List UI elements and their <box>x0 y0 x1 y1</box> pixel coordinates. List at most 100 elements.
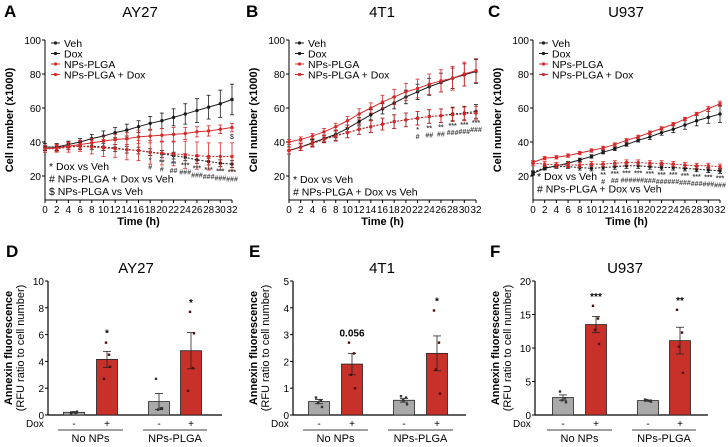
x-tick-label: 2 <box>542 205 548 216</box>
panel-label-e: E <box>249 242 260 261</box>
data-point <box>649 400 653 403</box>
data-point <box>230 125 234 130</box>
x-tick-label: 28 <box>203 205 214 216</box>
dox-sign: - <box>402 419 405 430</box>
significance-label: * <box>105 329 109 340</box>
legend-marker <box>297 62 302 66</box>
data-point <box>230 97 234 102</box>
data-point <box>334 134 338 138</box>
series-nps-plga-dox <box>531 159 722 170</box>
data-point <box>349 373 353 376</box>
significance-star: *** <box>181 163 189 170</box>
x-tick-label: 24 <box>668 205 679 216</box>
x-tick-label: 32 <box>227 205 238 216</box>
data-point <box>613 147 617 151</box>
panel-title-e: 4T1 <box>369 260 395 277</box>
x-tick-label: 8 <box>577 205 583 216</box>
significance-star: * <box>416 127 419 134</box>
significance-star: *** <box>704 175 712 182</box>
series-line <box>288 110 477 151</box>
legend-entry: NPs-PLGA <box>552 59 603 71</box>
x-tick-label: 6 <box>77 205 83 216</box>
data-point <box>310 134 315 138</box>
data-point <box>148 150 152 154</box>
bar-group: - <box>552 390 574 430</box>
y-axis-subtitle: (RFU ratio to cell number) <box>502 285 514 412</box>
data-point <box>718 112 722 116</box>
data-point <box>601 150 605 154</box>
data-point <box>136 135 141 139</box>
x-tick-label: 4 <box>66 205 72 216</box>
significance-label: ** <box>676 296 684 307</box>
legend-entry: NPs-PLGA <box>308 59 359 71</box>
data-point <box>450 113 455 117</box>
data-point <box>683 117 687 121</box>
data-point <box>230 154 234 159</box>
data-point <box>624 138 629 142</box>
y-tick-label: 10 <box>520 344 532 355</box>
data-point <box>415 116 420 120</box>
significance-star: *** <box>634 170 642 177</box>
group-label: NPs-PLGA <box>148 433 202 445</box>
y-tick-label: 20 <box>518 172 530 183</box>
data-point <box>558 390 562 393</box>
dox-sign: - <box>646 419 649 430</box>
data-point <box>404 118 408 122</box>
data-point <box>694 164 699 168</box>
data-point <box>287 140 291 144</box>
x-axis-title: Time (h) <box>361 216 404 228</box>
y-axis-title: Annexin fluorescence <box>248 291 260 405</box>
data-point <box>136 148 141 153</box>
legend-entry: Veh <box>308 38 326 50</box>
legend-marker <box>297 41 302 45</box>
data-point <box>681 371 685 374</box>
group-label: No NPs <box>72 433 110 445</box>
panel-label-b: B <box>246 2 258 21</box>
bar-chart-e: 0 1 2 3 4 5 Annexin fluorescence (RFU ratio to … <box>248 277 466 445</box>
data-point <box>405 403 409 406</box>
panel-title-c: U937 <box>608 4 644 21</box>
significance-star: *** <box>622 170 630 177</box>
y-axis-title: Cell number (x1000) <box>492 67 504 172</box>
data-point <box>369 125 373 129</box>
significance-label: 0.056 <box>339 329 364 340</box>
data-point <box>43 147 47 151</box>
y-tick-label: 0 <box>525 411 531 422</box>
data-point <box>636 160 640 165</box>
x-tick-label: 16 <box>377 205 388 216</box>
data-point <box>314 396 318 399</box>
y-tick-label: 10 <box>33 277 45 288</box>
x-tick-label: 24 <box>180 205 191 216</box>
data-point <box>427 82 431 86</box>
data-point <box>706 168 711 172</box>
x-tick-label: 18 <box>389 205 400 216</box>
legend-marker <box>541 51 546 56</box>
data-point <box>675 308 679 312</box>
y-tick-label: 100 <box>268 36 285 47</box>
data-point <box>415 86 420 91</box>
data-point <box>427 114 431 119</box>
y-axis-subtitle: (RFU ratio to cell number) <box>260 285 272 412</box>
y-tick-label: 100 <box>24 36 41 47</box>
data-point <box>683 163 687 167</box>
x-tick-label: 22 <box>656 205 667 216</box>
data-point <box>195 130 199 134</box>
data-point <box>564 401 568 404</box>
legend-marker <box>541 72 546 77</box>
data-point <box>104 341 108 344</box>
y-tick-label: 40 <box>30 138 42 149</box>
data-point <box>718 102 722 106</box>
data-point <box>322 130 326 134</box>
significance-star: ** <box>600 172 606 179</box>
data-point <box>462 112 467 116</box>
data-point <box>593 328 597 332</box>
x-tick-label: 24 <box>424 205 435 216</box>
panel-title-b: 4T1 <box>369 4 395 21</box>
significance-hash: ### <box>656 179 668 186</box>
series-nps-plga-dox <box>43 139 234 171</box>
data-point <box>659 161 664 165</box>
bar-group: 0.056 + <box>339 329 364 430</box>
x-tick-label: 28 <box>691 205 702 216</box>
data-point <box>186 389 190 393</box>
data-point <box>404 396 408 399</box>
